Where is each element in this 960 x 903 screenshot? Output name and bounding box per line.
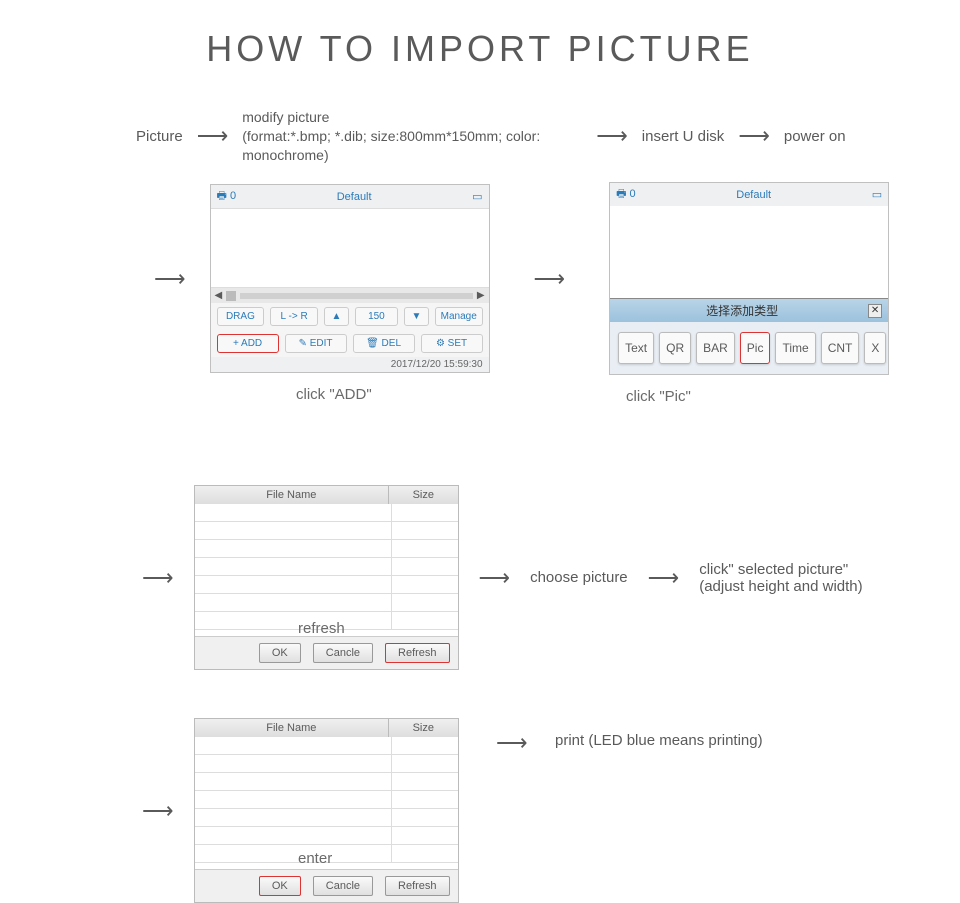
table-row[interactable] bbox=[195, 540, 458, 558]
table-row[interactable] bbox=[195, 737, 458, 755]
canvas-area bbox=[610, 206, 888, 298]
flow-row-1: Picture ⟶ modify picture (format:*.bmp; … bbox=[136, 108, 846, 165]
arrow-icon: ⟶ bbox=[732, 123, 776, 149]
type-qr-button[interactable]: QR bbox=[659, 332, 691, 364]
table-row[interactable] bbox=[195, 755, 458, 773]
refresh-button[interactable]: Refresh bbox=[385, 876, 450, 896]
set-button[interactable]: ⚙ SET bbox=[421, 334, 483, 353]
arrow-icon: ⟶ bbox=[148, 266, 192, 292]
table-row[interactable] bbox=[195, 773, 458, 791]
cancel-button[interactable]: Cancle bbox=[313, 876, 373, 896]
step-print: print (LED blue means printing) bbox=[555, 732, 763, 749]
drag-button[interactable]: DRAG bbox=[217, 307, 265, 326]
type-text-button[interactable]: Text bbox=[618, 332, 654, 364]
table-row[interactable] bbox=[195, 594, 458, 612]
canvas-area bbox=[211, 208, 489, 288]
flow-row-2: ⟶ 🖶 0 Default ▭ ◀ ▶ DRAG L -> R ▲ 150 ▼ … bbox=[148, 182, 889, 375]
up-button[interactable]: ▲ bbox=[324, 307, 349, 326]
arrow-icon: ⟶ bbox=[136, 798, 180, 824]
scroll-right-icon[interactable]: ▶ bbox=[477, 290, 485, 301]
type-cnt-button[interactable]: CNT bbox=[821, 332, 860, 364]
battery-icon: ▭ bbox=[472, 190, 482, 203]
step-choose: choose picture bbox=[530, 569, 628, 586]
ok-button[interactable]: OK bbox=[259, 643, 301, 663]
zoom-value[interactable]: 150 bbox=[355, 307, 398, 326]
arrow-icon: ⟶ bbox=[473, 565, 517, 591]
scrollbar[interactable]: ◀ ▶ bbox=[211, 288, 489, 303]
caption-enter: enter bbox=[298, 850, 332, 867]
arrow-icon: ⟶ bbox=[528, 266, 572, 292]
scroll-left-icon[interactable]: ◀ bbox=[215, 290, 223, 301]
del-button[interactable]: 🗑 DEL bbox=[353, 334, 415, 353]
col-size: Size bbox=[389, 486, 458, 504]
col-filename: File Name bbox=[195, 486, 390, 504]
device-screen-add: 🖶 0 Default ▭ ◀ ▶ DRAG L -> R ▲ 150 ▼ Ma… bbox=[210, 184, 490, 373]
dialog-titlebar: 选择添加类型 ✕ bbox=[610, 298, 888, 322]
scroll-thumb[interactable] bbox=[226, 291, 236, 301]
printer-icon: 🖶 0 bbox=[217, 187, 237, 206]
printer-icon: 🖶 0 bbox=[616, 185, 636, 204]
caption-pic: click "Pic" bbox=[626, 388, 691, 405]
flow-row-3: ⟶ File Name Size OK Cancle Refresh ⟶ cho… bbox=[136, 485, 863, 670]
edit-button[interactable]: ✎ EDIT bbox=[285, 334, 347, 353]
arrow-icon: ⟶ bbox=[136, 565, 180, 591]
step-insert: insert U disk bbox=[642, 128, 725, 145]
step-modify: modify picture (format:*.bmp; *.dib; siz… bbox=[242, 108, 582, 165]
lr-button[interactable]: L -> R bbox=[270, 307, 318, 326]
ok-button[interactable]: OK bbox=[259, 876, 301, 896]
file-table-enter: File Name Size OK Cancle Refresh bbox=[194, 718, 459, 903]
table-row[interactable] bbox=[195, 791, 458, 809]
battery-icon: ▭ bbox=[872, 188, 882, 201]
table-row[interactable] bbox=[195, 576, 458, 594]
manage-button[interactable]: Manage bbox=[435, 307, 483, 326]
scroll-track[interactable] bbox=[240, 293, 473, 299]
arrow-icon: ⟶ bbox=[191, 123, 235, 149]
type-bar-button[interactable]: BAR bbox=[696, 332, 735, 364]
table-row[interactable] bbox=[195, 809, 458, 827]
file-table-refresh: File Name Size OK Cancle Refresh bbox=[194, 485, 459, 670]
device-title: Default bbox=[736, 189, 771, 201]
step-selected: click" selected picture" (adjust height … bbox=[699, 561, 862, 595]
arrow-icon: ⟶ bbox=[490, 730, 534, 756]
device-screen-pic: 🖶 0 Default ▭ 选择添加类型 ✕ Text QR BAR Pic T… bbox=[609, 182, 889, 375]
close-icon[interactable]: ✕ bbox=[868, 304, 882, 318]
dialog-body: Text QR BAR Pic Time CNT X bbox=[610, 322, 888, 374]
device-title: Default bbox=[337, 191, 372, 203]
table-row[interactable] bbox=[195, 558, 458, 576]
caption-refresh: refresh bbox=[298, 620, 345, 637]
step-power: power on bbox=[784, 128, 846, 145]
timestamp: 2017/12/20 15:59:30 bbox=[211, 357, 489, 372]
cancel-button[interactable]: Cancle bbox=[313, 643, 373, 663]
type-pic-button[interactable]: Pic bbox=[740, 332, 771, 364]
type-time-button[interactable]: Time bbox=[775, 332, 815, 364]
down-button[interactable]: ▼ bbox=[404, 307, 429, 326]
col-size: Size bbox=[389, 719, 458, 737]
arrow-icon: ⟶ bbox=[642, 565, 686, 591]
col-filename: File Name bbox=[195, 719, 390, 737]
arrow-icon: ⟶ bbox=[590, 123, 634, 149]
table-row[interactable] bbox=[195, 522, 458, 540]
refresh-button[interactable]: Refresh bbox=[385, 643, 450, 663]
dialog-title: 选择添加类型 bbox=[706, 302, 778, 319]
add-button[interactable]: + ADD bbox=[217, 334, 279, 353]
page-title: HOW TO IMPORT PICTURE bbox=[0, 0, 960, 70]
step-picture: Picture bbox=[136, 128, 183, 145]
table-row[interactable] bbox=[195, 827, 458, 845]
flow-row-4: ⟶ File Name Size OK Cancle Refresh bbox=[136, 718, 459, 903]
caption-add: click "ADD" bbox=[296, 386, 372, 403]
type-x-button[interactable]: X bbox=[864, 332, 886, 364]
table-row[interactable] bbox=[195, 504, 458, 522]
